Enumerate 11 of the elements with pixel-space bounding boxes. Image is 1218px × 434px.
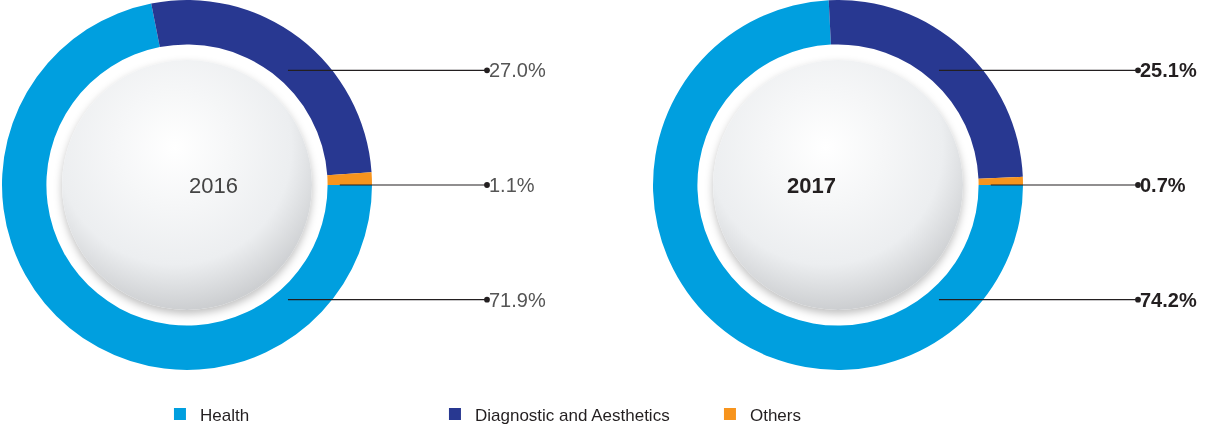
data-label: 74.2% <box>1140 289 1197 311</box>
slice-label: 2017 <box>787 173 836 198</box>
data-label: 71.9% <box>489 289 546 311</box>
data-label: 25.1% <box>1140 59 1197 81</box>
data-label: 0.7% <box>1140 174 1186 196</box>
legend-label: Others <box>749 405 801 425</box>
data-label: 27.0% <box>489 59 546 81</box>
data-label: 1.1% <box>489 174 535 196</box>
legend-label: Diagnostic and Aesthetics <box>474 405 670 425</box>
slice-label: 2016 <box>189 173 238 198</box>
legend-label: Health <box>199 405 250 425</box>
